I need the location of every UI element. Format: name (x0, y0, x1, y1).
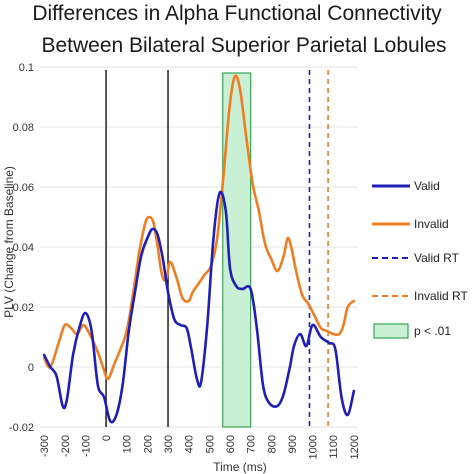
chart-title-line-2: Between Bilateral Superior Parietal Lobu… (41, 34, 446, 57)
x-tick-label: -300 (39, 435, 51, 457)
series-line-invalid (42, 74, 356, 381)
legend-swatch-significance (373, 323, 409, 339)
series-line-valid (42, 190, 356, 424)
gridlines (40, 66, 358, 428)
vertical-markers (105, 70, 329, 427)
x-tick-label: 1100 (328, 435, 340, 459)
x-tick-label: -100 (80, 435, 92, 457)
x-tick-label: 1200 (349, 435, 361, 459)
y-tick-labels: -0.02 0 0.02 0.04 0.06 0.08 0.1 (9, 62, 34, 434)
y-tick-label: -0.02 (9, 422, 34, 434)
series-lines (42, 74, 356, 424)
y-tick-label: 0.04 (13, 242, 34, 254)
legend: Valid Invalid Valid RT Invalid RT p < .0… (372, 179, 468, 339)
x-tick-label: 100 (122, 435, 134, 453)
x-tick-label: 600 (225, 435, 237, 453)
y-tick-label: 0.02 (13, 302, 34, 314)
legend-label-valid: Valid (414, 179, 440, 193)
legend-label-invalid-rt: Invalid RT (414, 289, 468, 303)
x-tick-labels: -300 -200 -100 0 100 200 300 400 500 600 700 800 900… (39, 435, 361, 459)
y-tick-label: 0.06 (13, 182, 34, 194)
x-tick-label: 400 (184, 435, 196, 453)
x-tick-label: 1000 (308, 435, 320, 459)
y-axis-label: PLV (Change from Baseline) (2, 166, 16, 318)
legend-label-valid-rt: Valid RT (414, 251, 460, 265)
legend-label-invalid: Invalid (414, 217, 449, 231)
x-tick-label: 300 (163, 435, 175, 453)
x-tick-label: 900 (287, 435, 299, 453)
x-axis-label: Time (ms) (213, 460, 267, 474)
x-tick-label: 0 (101, 435, 113, 441)
x-tick-label: 700 (246, 435, 258, 453)
x-tick-label: 800 (266, 435, 278, 453)
y-tick-label: 0 (28, 362, 34, 374)
y-tick-label: 0.1 (19, 62, 34, 74)
y-tick-label: 0.08 (13, 122, 34, 134)
chart-title-line-1: Differences in Alpha Functional Connecti… (32, 2, 442, 25)
legend-label-significance: p < .01 (414, 324, 451, 338)
x-tick-label: -200 (60, 435, 72, 457)
x-tick-label: 200 (142, 435, 154, 453)
x-tick-label: 500 (204, 435, 216, 453)
